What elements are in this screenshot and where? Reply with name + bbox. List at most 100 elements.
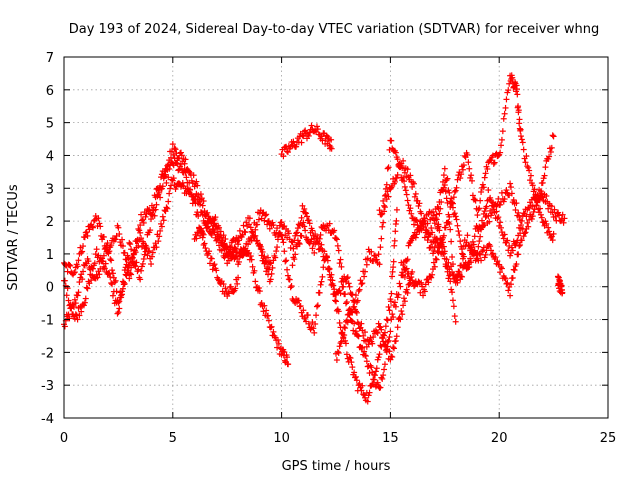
- data-point: [159, 213, 166, 220]
- data-point: [127, 241, 134, 248]
- data-point: [74, 292, 81, 299]
- data-point: [365, 392, 372, 399]
- data-point: [482, 213, 489, 220]
- data-point: [336, 260, 343, 267]
- data-point: [258, 300, 265, 307]
- data-point: [408, 270, 415, 277]
- data-point: [232, 285, 239, 292]
- data-point: [293, 230, 300, 237]
- data-point: [318, 133, 325, 140]
- data-point: [498, 136, 505, 143]
- data-point: [188, 193, 195, 200]
- data-point: [450, 303, 457, 310]
- data-point: [119, 285, 126, 292]
- data-point: [392, 228, 399, 235]
- data-point: [393, 217, 400, 224]
- data-point: [119, 291, 126, 298]
- data-point: [66, 261, 73, 268]
- data-point: [399, 311, 406, 318]
- data-point: [477, 251, 484, 258]
- data-point: [432, 255, 439, 262]
- data-point: [155, 238, 162, 245]
- data-point: [342, 337, 349, 344]
- data-point: [135, 266, 142, 273]
- data-point: [305, 217, 312, 224]
- data-point: [80, 268, 87, 275]
- data-point: [459, 255, 466, 262]
- data-point: [559, 211, 566, 218]
- data-point: [440, 172, 447, 179]
- data-point: [282, 258, 289, 265]
- data-point: [136, 227, 143, 234]
- data-point: [140, 219, 147, 226]
- data-point: [459, 273, 466, 280]
- data-point: [389, 353, 396, 360]
- data-point: [370, 334, 377, 341]
- data-point: [328, 136, 335, 143]
- data-point: [336, 343, 343, 350]
- data-point: [197, 227, 204, 234]
- y-tick-label: -1: [41, 314, 54, 329]
- data-point: [302, 227, 309, 234]
- data-point: [413, 231, 420, 238]
- data-point: [491, 209, 498, 216]
- data-point: [333, 235, 339, 242]
- data-point: [109, 267, 116, 274]
- data-point: [148, 216, 155, 223]
- data-point: [429, 229, 436, 236]
- data-point: [163, 204, 170, 211]
- data-point: [172, 146, 179, 153]
- data-point: [503, 187, 510, 194]
- y-tick-label: -3: [41, 379, 54, 394]
- data-point: [351, 303, 358, 310]
- data-point: [549, 237, 556, 244]
- data-point: [433, 256, 440, 263]
- data-point: [128, 271, 135, 278]
- data-point: [313, 312, 320, 319]
- data-point: [359, 280, 366, 287]
- data-point: [247, 253, 254, 260]
- data-point: [337, 256, 344, 263]
- data-point: [139, 260, 146, 267]
- data-point: [386, 348, 393, 355]
- data-point: [373, 256, 380, 263]
- data-point: [455, 228, 462, 235]
- data-point: [507, 281, 514, 288]
- data-point: [390, 344, 397, 351]
- data-point: [330, 282, 337, 289]
- data-point: [503, 96, 510, 103]
- data-point: [151, 212, 158, 219]
- data-point: [469, 177, 475, 184]
- data-point: [482, 251, 489, 258]
- y-tick-label: 1: [46, 248, 54, 263]
- data-point: [165, 198, 172, 205]
- data-point: [401, 169, 408, 176]
- data-point: [411, 193, 418, 200]
- data-point: [109, 292, 116, 299]
- data-point: [310, 325, 317, 332]
- data-point: [518, 136, 525, 143]
- data-point: [324, 257, 331, 264]
- data-point: [78, 308, 85, 315]
- data-point: [193, 178, 200, 185]
- data-point: [346, 354, 353, 361]
- data-point: [528, 216, 535, 223]
- data-point: [497, 269, 504, 276]
- data-point: [510, 196, 517, 203]
- data-point: [204, 209, 211, 216]
- data-point: [92, 251, 99, 258]
- data-point: [225, 289, 232, 296]
- data-point: [401, 295, 407, 302]
- data-point: [287, 284, 294, 291]
- data-point: [174, 160, 181, 167]
- data-point: [526, 216, 533, 223]
- data-point: [182, 169, 189, 176]
- data-point: [236, 227, 243, 234]
- data-point: [143, 244, 150, 251]
- data-point: [476, 238, 483, 245]
- data-point: [102, 260, 109, 267]
- data-point: [362, 268, 369, 275]
- data-point: [72, 300, 79, 307]
- data-point: [98, 257, 105, 264]
- data-point: [335, 349, 342, 356]
